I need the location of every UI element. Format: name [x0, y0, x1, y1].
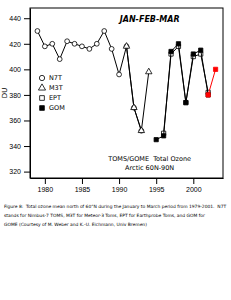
data-point [184, 100, 188, 104]
y-tick-mark [24, 44, 30, 45]
x-axis: 1980 1985 1990 1995 2000 [31, 178, 224, 193]
data-point [206, 93, 210, 97]
x-tick: 1985 [75, 178, 91, 193]
x-axis-line [31, 178, 224, 179]
legend-symbol [39, 75, 44, 80]
y-tick: 340 [9, 143, 30, 150]
data-point [50, 41, 55, 46]
y-tick: 380 [9, 92, 30, 99]
data-point [154, 138, 158, 142]
data-point [80, 44, 85, 49]
y-tick-mark [24, 146, 30, 147]
y-tick-label: 320 [9, 168, 21, 175]
y-tick-label: 380 [9, 92, 21, 99]
x-tick: 1990 [112, 178, 128, 193]
y-tick-label: 340 [9, 143, 21, 150]
subtitle: TOMS/GOME Total Ozone [107, 155, 191, 163]
legend-label: EPT [49, 94, 61, 102]
data-point [161, 134, 165, 138]
y-tick: 360 [9, 117, 30, 124]
legend: N7T M3T EPT GOM [38, 74, 64, 112]
x-tick-label: 1985 [75, 186, 91, 193]
plot: 1980 1985 1990 1995 2000 320 340 360 380 400 420 44… [9, 8, 223, 193]
x-tick-label: 1995 [149, 186, 165, 193]
data-point [146, 68, 152, 74]
plot-frame [30, 8, 223, 178]
data-point [35, 29, 40, 34]
data-point [199, 48, 203, 52]
legend-label: M3T [49, 84, 63, 92]
data-point [138, 127, 144, 133]
data-point [72, 41, 77, 46]
series-line [208, 69, 215, 95]
x-tick-label: 2000 [186, 186, 202, 193]
y-axis-label: DU [1, 88, 9, 99]
y-axis: 320 340 360 380 400 420 440 [9, 9, 30, 179]
x-tick-label: 1990 [112, 186, 128, 193]
caption: stands for Nimbus-7 TOMS, M3T for Meteor… [4, 213, 205, 218]
y-tick: 440 [9, 15, 30, 22]
y-tick-mark [24, 172, 30, 173]
data-point [57, 57, 62, 62]
data-point [42, 44, 47, 49]
caption: GOME (Courtesy of M. Weber and K.-U. Eic… [4, 222, 147, 227]
data-point [191, 52, 195, 56]
data-point [176, 42, 180, 46]
data-point [87, 47, 92, 52]
legend-symbol [40, 96, 45, 101]
data-point [206, 93, 210, 97]
y-tick-mark [24, 120, 30, 121]
y-tick-mark [24, 18, 30, 19]
caption: Figure 8: Total ozone mean north of 60°N… [4, 204, 226, 209]
x-tick: 2000 [186, 178, 202, 193]
y-tick-label: 420 [9, 41, 21, 48]
x-tick-mark [45, 178, 46, 184]
chart: 1980 1985 1990 1995 2000 320 340 360 380 400 420 44… [0, 0, 231, 300]
marks [35, 29, 218, 142]
x-tick: 1980 [38, 178, 54, 193]
data-point [109, 47, 114, 52]
data-point [213, 67, 217, 71]
y-tick-label: 360 [9, 117, 21, 124]
legend-symbol [38, 84, 45, 90]
data-point [131, 104, 137, 110]
data-point [102, 29, 107, 34]
y-tick-mark [24, 95, 30, 96]
data-point [65, 39, 70, 44]
y-axis-line [30, 9, 31, 179]
series-line [127, 46, 149, 130]
x-tick-mark [119, 178, 120, 184]
y-tick-label: 400 [9, 66, 21, 73]
series-line [156, 44, 208, 140]
title: JAN-FEB-MAR [118, 15, 180, 24]
x-tick: 1995 [149, 178, 165, 193]
legend-label: GOM [49, 104, 65, 112]
y-tick: 420 [9, 41, 30, 48]
x-tick-mark [156, 178, 157, 184]
legend-label: N7T [49, 74, 62, 82]
data-point [117, 72, 122, 77]
legend-symbol [40, 106, 45, 111]
data-point [184, 100, 188, 104]
y-tick: 400 [9, 66, 30, 73]
series-line [37, 31, 141, 131]
data-point [123, 43, 129, 49]
y-tick-mark [24, 69, 30, 70]
y-tick-label: 440 [9, 15, 21, 22]
subtitle: Arctic 60N-90N [125, 164, 174, 172]
y-tick: 320 [9, 168, 30, 175]
x-tick-mark [82, 178, 83, 184]
x-tick-mark [193, 178, 194, 184]
data-point [94, 41, 99, 46]
data-point [169, 49, 173, 53]
x-tick-label: 1980 [38, 186, 54, 193]
